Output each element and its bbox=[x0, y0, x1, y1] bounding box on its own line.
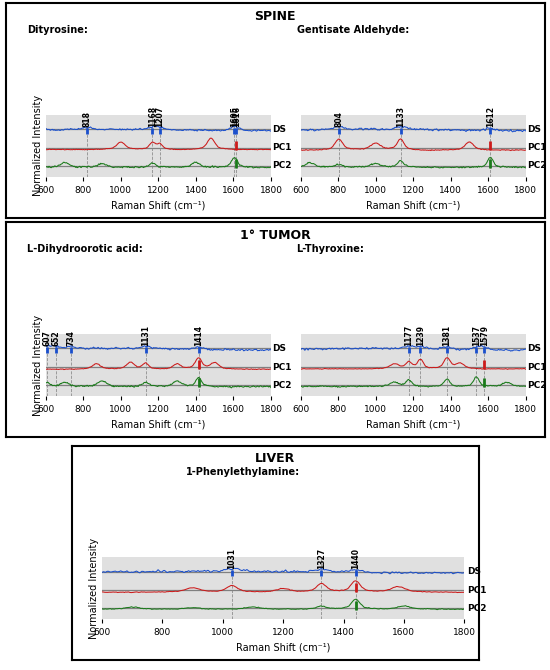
Text: PC2: PC2 bbox=[272, 381, 292, 389]
Text: PC1: PC1 bbox=[527, 362, 547, 372]
Y-axis label: Normalized Intensity: Normalized Intensity bbox=[33, 314, 43, 415]
Text: PC2: PC2 bbox=[527, 161, 547, 170]
Text: 734: 734 bbox=[67, 330, 75, 346]
Text: 1616: 1616 bbox=[232, 106, 241, 127]
Text: 1031: 1031 bbox=[228, 548, 236, 569]
Text: 1168: 1168 bbox=[148, 106, 157, 127]
Text: 1612: 1612 bbox=[486, 106, 495, 127]
Text: PC1: PC1 bbox=[527, 143, 547, 153]
Text: PC1: PC1 bbox=[272, 362, 292, 372]
Text: SPINE: SPINE bbox=[254, 10, 296, 23]
Text: DS: DS bbox=[527, 344, 541, 353]
Text: L-Thyroxine:: L-Thyroxine: bbox=[296, 244, 365, 254]
Text: DS: DS bbox=[466, 567, 481, 576]
Text: 1605: 1605 bbox=[230, 106, 239, 127]
Text: 804: 804 bbox=[334, 111, 343, 127]
Text: 1440: 1440 bbox=[351, 548, 360, 569]
Text: 1537: 1537 bbox=[472, 325, 481, 346]
Text: 1177: 1177 bbox=[404, 325, 413, 346]
Text: 1131: 1131 bbox=[141, 325, 150, 346]
X-axis label: Raman Shift (cm⁻¹): Raman Shift (cm⁻¹) bbox=[366, 419, 460, 429]
X-axis label: Raman Shift (cm⁻¹): Raman Shift (cm⁻¹) bbox=[236, 643, 331, 653]
Text: Dityrosine:: Dityrosine: bbox=[27, 25, 88, 35]
X-axis label: Raman Shift (cm⁻¹): Raman Shift (cm⁻¹) bbox=[366, 200, 460, 210]
Text: 1-Phenylethylamine:: 1-Phenylethylamine: bbox=[185, 467, 300, 477]
X-axis label: Raman Shift (cm⁻¹): Raman Shift (cm⁻¹) bbox=[111, 419, 206, 429]
Text: 818: 818 bbox=[82, 111, 91, 127]
Text: 1207: 1207 bbox=[155, 106, 164, 127]
Text: 1327: 1327 bbox=[317, 548, 326, 569]
Text: L-Dihydroorotic acid:: L-Dihydroorotic acid: bbox=[27, 244, 143, 254]
Y-axis label: Normalized Intensity: Normalized Intensity bbox=[89, 537, 99, 639]
Text: DS: DS bbox=[527, 125, 541, 134]
Text: PC2: PC2 bbox=[527, 381, 547, 389]
Text: 1133: 1133 bbox=[396, 106, 405, 127]
Text: 1381: 1381 bbox=[443, 325, 452, 346]
Text: Gentisate Aldehyde:: Gentisate Aldehyde: bbox=[296, 25, 409, 35]
Text: 1° TUMOR: 1° TUMOR bbox=[240, 229, 310, 242]
Text: 1239: 1239 bbox=[416, 325, 425, 346]
X-axis label: Raman Shift (cm⁻¹): Raman Shift (cm⁻¹) bbox=[111, 200, 206, 210]
Text: DS: DS bbox=[272, 344, 287, 353]
Text: PC2: PC2 bbox=[272, 161, 292, 170]
Text: 1414: 1414 bbox=[194, 325, 203, 346]
Y-axis label: Normalized Intensity: Normalized Intensity bbox=[33, 95, 43, 196]
Text: PC2: PC2 bbox=[466, 604, 486, 612]
Text: DS: DS bbox=[272, 125, 287, 134]
Text: PC1: PC1 bbox=[466, 586, 486, 595]
Text: 607: 607 bbox=[43, 330, 52, 346]
Text: 652: 652 bbox=[51, 330, 60, 346]
Text: 1579: 1579 bbox=[480, 325, 489, 346]
Text: PC1: PC1 bbox=[272, 143, 292, 153]
Text: LIVER: LIVER bbox=[255, 452, 295, 465]
